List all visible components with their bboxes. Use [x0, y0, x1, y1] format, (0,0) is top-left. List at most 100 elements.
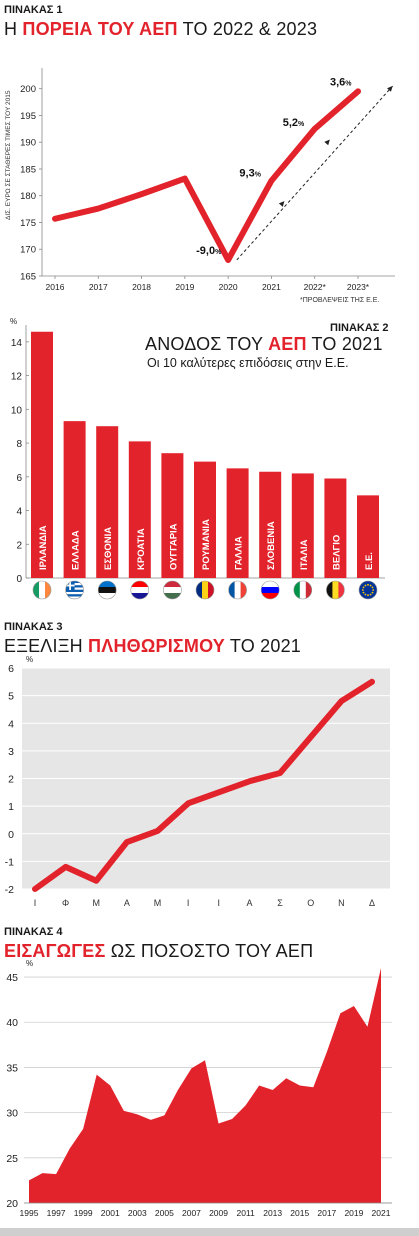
title-part: ΑΝΟΔΟΣ ΤΟΥ [145, 334, 269, 354]
chart-tag: ΠΙΝΑΚΑΣ 4 [4, 926, 63, 938]
y-tick-label: 35 [6, 1062, 18, 1074]
x-tick-label: 2019 [175, 282, 194, 292]
growth-annotation: 9,3% [239, 168, 261, 180]
x-tick-label: 2015 [290, 1208, 309, 1218]
x-tick-label: 2022* [304, 282, 327, 292]
title-part: ΤΟ 2022 & 2023 [177, 19, 318, 39]
x-tick-label: 2021 [262, 282, 281, 292]
chart-title: Η ΠΟΡΕΙΑ ΤΟΥ ΑΕΠ ΤΟ 2022 & 2023 [4, 19, 317, 40]
title-highlight: ΠΟΡΕΙΑ ΤΟΥ ΑΕΠ [22, 19, 178, 39]
bar-category-label: ΟΥΓΓΑΡΙΑ [168, 523, 179, 570]
y-tick-label: 20 [6, 1198, 18, 1210]
trend-arrow-head [324, 139, 330, 146]
x-tick-label: Ι [34, 898, 37, 908]
growth-annotation: 5,2% [283, 117, 305, 129]
flag-estonia-icon [97, 580, 117, 600]
chart-panel-gdp-growth: % 0 2 4 6 8 10 12 14 ΙΡΛΑΝΔΙΑ ΕΛΛΑΔΑ ΕΣΘΟΝΙΑ ΚΡΟΑΤΙΑ… [0, 310, 419, 610]
x-tick-label: Φ [62, 898, 69, 908]
x-tick-label: Ι [187, 898, 190, 908]
y-tick-label: 8 [16, 439, 22, 450]
x-tick-label: 2018 [132, 282, 151, 292]
trend-arrow-head [278, 201, 285, 207]
y-tick-label: 2 [8, 774, 14, 786]
y-tick-label: 195 [20, 111, 36, 122]
title-highlight: ΑΕΠ [268, 334, 307, 354]
bar [128, 441, 151, 578]
y-tick-label: 165 [20, 272, 36, 283]
y-tick-label: 12 [11, 372, 23, 383]
bar [291, 473, 314, 578]
gdp-series-line [52, 88, 361, 263]
flag-slovenia-icon [260, 580, 280, 600]
y-tick-label: 4 [16, 507, 22, 518]
imports-area [29, 968, 381, 1203]
trend-arrow-head [387, 86, 393, 92]
x-tick-label: 2017 [89, 282, 108, 292]
x-tick-label: 2016 [46, 282, 65, 292]
growth-annotation: 3,6% [330, 76, 352, 88]
flag-italy-icon [293, 580, 313, 600]
bar [259, 471, 282, 578]
unit-label: % [26, 655, 33, 664]
title-part: Η [4, 19, 23, 39]
title-part: ΕΞΕΛΙΞΗ [4, 636, 89, 656]
bar-category-label: ΣΛΟΒΕΝΙΑ [266, 521, 277, 570]
y-tick-label: -2 [5, 884, 14, 896]
x-tick-label: Δ [369, 898, 375, 908]
bar [31, 331, 53, 578]
bar-category-label: ΚΡΟΑΤΙΑ [136, 528, 147, 570]
bar-category-label: ΙΡΛΑΝΔΙΑ [38, 525, 49, 570]
imports-area-chart: % 20 25 30 35 40 45 1995 1997 1999 2001 2003 2005 200… [6, 959, 392, 1218]
title-part: ΩΣ ΠΟΣΟΣΤΟ ΤΟΥ ΑΕΠ [105, 941, 314, 961]
x-tick-label: Α [246, 898, 252, 908]
y-tick-label: 170 [20, 245, 36, 256]
flag-eu-icon [358, 580, 378, 600]
flag-france-icon [228, 580, 247, 600]
y-tick-label: 1 [8, 801, 14, 813]
bar-category-label: ΡΟΥΜΑΝΙΑ [201, 519, 212, 570]
bar-category-label: ΒΕΛΓΙΟ [331, 535, 342, 570]
y-tick-label: 0 [16, 574, 22, 585]
unit-label: % [26, 959, 33, 968]
x-tick-label: Ν [338, 898, 345, 908]
bar [194, 461, 216, 578]
bar [63, 421, 86, 578]
y-tick-label: 14 [11, 338, 23, 349]
bar-category-label: ΕΣΘΟΝΙΑ [103, 527, 114, 570]
bar-category-label: ΙΤΑΛΙΑ [299, 539, 310, 570]
x-tick-label: 2007 [182, 1208, 201, 1218]
trend-arrow-line [236, 85, 394, 261]
x-tick-label: Μ [93, 898, 101, 908]
chart-title: ΕΙΣΑΓΩΓΕΣ ΩΣ ΠΟΣΟΣΤΟ ΤΟΥ ΑΕΠ [4, 941, 313, 962]
x-tick-label: 2003 [128, 1208, 147, 1218]
x-tick-label: 2023* [347, 282, 370, 292]
bar [357, 495, 379, 578]
flag-croatia-icon [130, 580, 150, 600]
flag-hungary-icon [163, 580, 182, 600]
gdp-growth-bar-chart: % 0 2 4 6 8 10 12 14 ΙΡΛΑΝΔΙΑ ΕΛΛΑΔΑ ΕΣΘΟΝΙΑ ΚΡΟΑΤΙΑ… [10, 317, 385, 600]
chart-tag: ΠΙΝΑΚΑΣ 2 [330, 322, 389, 334]
chart-tag: ΠΙΝΑΚΑΣ 1 [4, 4, 63, 16]
x-tick-label: 1999 [74, 1208, 93, 1218]
x-tick-label: 2001 [101, 1208, 120, 1218]
x-tick-label: 2021 [372, 1208, 391, 1218]
y-tick-label: -1 [5, 856, 14, 868]
bar-category-label: Ε.Ε. [364, 552, 375, 570]
y-tick-label: 10 [11, 405, 23, 416]
bar-category-label: ΓΑΛΛΙΑ [234, 536, 245, 570]
title-highlight: ΠΛΗΘΩΡΙΣΜΟΥ [88, 636, 225, 656]
y-tick-label: 40 [6, 1017, 18, 1029]
bottom-rule [0, 1228, 419, 1236]
chart-title: ΕΞΕΛΙΞΗ ΠΛΗΘΩΡΙΣΜΟΥ ΤΟ 2021 [4, 636, 301, 657]
y-tick-label: 0 [8, 829, 14, 841]
inflation-series-line [32, 678, 375, 892]
bar [161, 453, 184, 578]
flag-romania-icon [195, 580, 215, 600]
y-tick-label: 6 [8, 663, 14, 675]
y-tick-label: 190 [20, 138, 36, 149]
flag-ireland-icon [32, 580, 52, 600]
flag-greece-icon [65, 580, 84, 600]
chart-panel-imports: ΠΙΝΑΚΑΣ 4 ΕΙΣΑΓΩΓΕΣ ΩΣ ΠΟΣΟΣΤΟ ΤΟΥ ΑΕΠ %… [0, 920, 419, 1228]
title-part: ΤΟ 2021 [225, 636, 301, 656]
x-tick-label: 2017 [317, 1208, 336, 1218]
